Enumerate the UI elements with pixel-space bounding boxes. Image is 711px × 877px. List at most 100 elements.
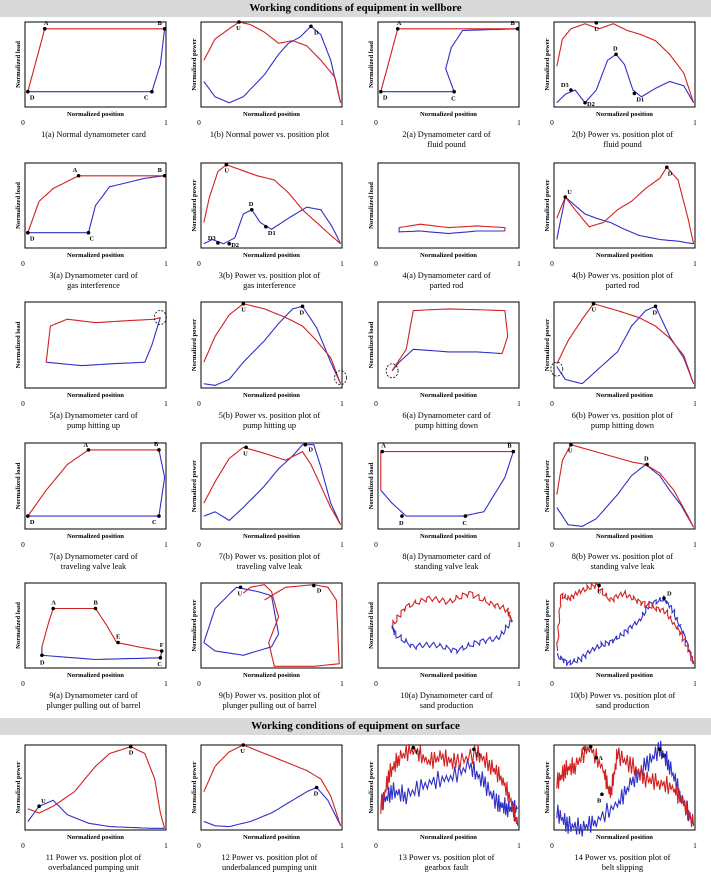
plot-frame [24, 162, 167, 249]
x-axis-label: Normalized position [243, 111, 300, 118]
plot-frame [200, 21, 343, 108]
caption-line-1: 5(a) Dynamometer card of [49, 411, 137, 420]
point-label: U [591, 307, 596, 314]
plot-frame [200, 744, 343, 831]
x-tick-0: 0 [550, 118, 554, 127]
point-marker [594, 755, 599, 760]
x-tick-0: 0 [21, 399, 25, 408]
x-axis-label: Normalized position [243, 533, 300, 540]
blue-curve [556, 53, 695, 104]
x-tick-1: 1 [693, 399, 697, 408]
caption-line-2: belt slipping [602, 863, 643, 872]
caption-line-2: sand production [420, 701, 474, 710]
plot-frame [24, 744, 167, 831]
caption-line-2: traveling valve leak [237, 562, 303, 571]
point-marker [26, 230, 30, 235]
point-label: U [240, 748, 245, 755]
point-label: A [397, 20, 402, 27]
panel-12: U D Normalized position Normalized power 0 1 1… [191, 743, 344, 872]
caption-line-1: 4(b) Power vs. position plot of [572, 271, 674, 280]
caption-line-1: 5(b) Power vs. position plot of [219, 411, 321, 420]
x-tick-0: 0 [550, 259, 554, 268]
point-label: C [89, 236, 94, 243]
blue-curve [556, 463, 695, 528]
x-tick-1: 1 [693, 679, 697, 688]
point-marker [159, 649, 164, 653]
y-axis-label: Normalized load [368, 462, 375, 509]
x-tick-1: 1 [164, 841, 168, 850]
blue-curve [391, 619, 514, 655]
caption-line-1: 14 Power vs. position plot of [575, 853, 671, 862]
point-marker [241, 743, 246, 747]
x-axis-label: Normalized position [67, 111, 124, 118]
caption-line-2: underbalanced pumping unit [222, 863, 318, 872]
x-tick-0: 0 [21, 679, 25, 688]
plot-frame [377, 301, 520, 389]
x-axis-label: Normalized position [596, 392, 653, 399]
caption-line-2: gearbox fault [424, 863, 469, 872]
caption-line-2: standing valve leak [414, 562, 479, 571]
x-axis-label: Normalized position [243, 252, 300, 259]
point-label: C [152, 519, 157, 526]
panel-7b: U D Normalized position Normalized power 0 1 7… [191, 442, 344, 571]
red-curve [203, 164, 341, 245]
point-label: U [597, 589, 602, 596]
point-label: D [308, 447, 313, 454]
x-tick-1: 1 [340, 540, 344, 549]
y-axis-label: Normalized power [544, 38, 551, 90]
caption-line-1: 1(a) Normal dynamometer card [41, 130, 147, 139]
point-marker [411, 745, 416, 750]
y-axis-label: Normalized load [15, 462, 22, 509]
plot-frame [553, 21, 696, 108]
panel-8b: U D Normalized position Normalized power 0 1 8… [544, 442, 697, 571]
red-curve [203, 446, 342, 525]
red-curve [556, 303, 695, 384]
y-axis-label: Normalized power [191, 179, 198, 231]
point-label: D [662, 752, 667, 759]
red-curve [380, 743, 519, 826]
caption-line-2: traveling valve leak [61, 562, 127, 571]
panel-6a: Normalized position Normalized load 0 1 6(a)… [368, 301, 521, 430]
point-marker [157, 448, 161, 452]
point-marker [569, 442, 573, 447]
y-axis-label: Normalized load [368, 602, 375, 649]
point-marker [312, 583, 316, 588]
point-marker [597, 583, 601, 588]
x-axis-label: Normalized position [67, 672, 124, 679]
x-axis-label: Normalized position [596, 834, 653, 841]
point-label: A [51, 600, 56, 607]
caption-line-2: pump hitting up [67, 421, 120, 430]
point-label: C [462, 520, 467, 527]
caption-line-2: standing valve leak [590, 562, 655, 571]
panel-3a: A B C D Normalized position Normalized load 0 1… [15, 162, 168, 290]
caption-line-1: 13 Power vs. position plot of [399, 853, 495, 862]
point-label: C [157, 661, 162, 668]
plot-frame [200, 582, 343, 669]
x-axis-label: Normalized position [67, 252, 124, 259]
point-marker [150, 89, 154, 94]
x-tick-1: 1 [164, 118, 168, 127]
point-marker [662, 596, 666, 601]
x-tick-1: 1 [693, 118, 697, 127]
y-axis-label: Normalized load [15, 41, 22, 88]
point-marker [158, 656, 163, 660]
panel-5a: Normalized position Normalized load 0 1 5(a)… [15, 301, 168, 430]
point-label: D3 [561, 82, 569, 89]
point-label: D [383, 95, 388, 102]
point-marker [216, 241, 220, 245]
point-label: A [44, 20, 49, 27]
point-marker [157, 514, 161, 518]
point-marker [657, 747, 662, 752]
x-tick-0: 0 [21, 118, 25, 127]
x-tick-1: 1 [693, 540, 697, 549]
x-axis-label: Normalized position [67, 533, 124, 540]
point-marker [583, 100, 587, 105]
point-label: U [567, 189, 572, 196]
point-marker [303, 442, 308, 447]
red-curve [45, 316, 161, 363]
y-axis-label: Normalized power [368, 761, 375, 813]
x-axis-label: Normalized position [420, 252, 477, 259]
caption-line-1: 4(a) Dynamometer card of [402, 271, 490, 280]
point-label: D [300, 309, 305, 316]
